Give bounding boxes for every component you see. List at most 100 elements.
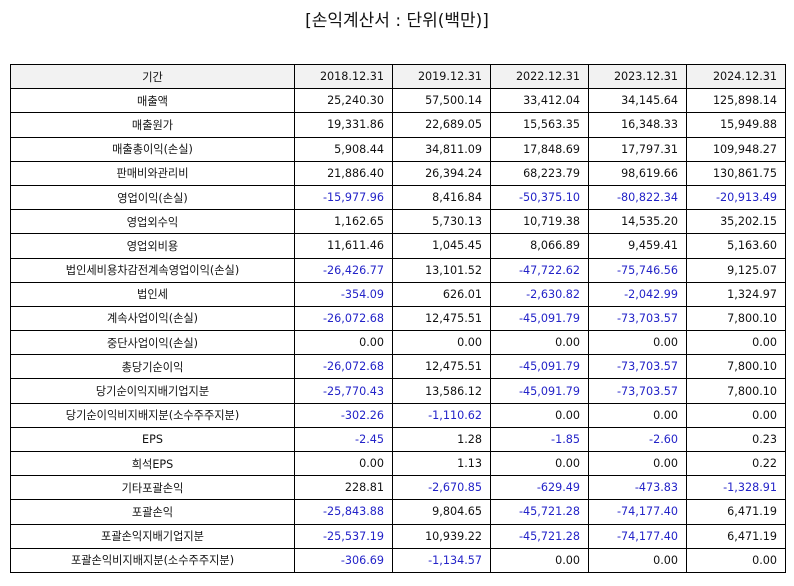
table-row: 기타포괄손익 228.81 -2,670.85 -629.49 -473.83 -1,32… [10,475,786,501]
cell-value: 0.00 [490,547,589,573]
cell-value: -15,977.96 [294,184,393,211]
cell-value: -25,770.43 [294,378,393,404]
page-title: [손익계산서 : 단위(백만)] [305,11,489,31]
cell-value: 12,475.51 [392,354,491,380]
row-label: 포괄손익비지배지분(소수주주지분) [10,547,295,573]
cell-value: 0.00 [686,547,786,573]
cell-value: 10,719.38 [490,209,589,235]
header-period: 기간 [10,63,295,90]
cell-value: 7,800.10 [686,305,786,332]
cell-value: 13,586.12 [392,378,491,404]
cell-value: -25,537.19 [294,523,393,549]
table-row: EPS -2.45 1.28 -1.85 -2.60 0.23 [10,426,786,453]
cell-value: -75,746.56 [588,257,687,283]
table-row: 계속사업이익(손실) -26,072.68 12,475.51 -45,091.79-… [10,305,786,332]
cell-value: -302.26 [294,402,393,428]
cell-value: 6,471.19 [686,499,786,525]
table-row: 영업외비용 11,611.46 1,045.45 8,066.89 9,459.41 5,… [10,233,786,259]
table-row: 포괄손익지배기업지분 -25,537.19 10,939.22 -45,721.28-… [10,523,786,549]
cell-value: -473.83 [588,475,687,501]
cell-value: 1,045.45 [392,233,491,259]
cell-value: 0.00 [588,402,687,428]
cell-value: 0.23 [686,426,786,453]
cell-value: -26,072.68 [294,305,393,332]
table-row: 총당기순이익 -26,072.68 12,475.51 -45,091.79 -73,7… [10,354,786,380]
cell-value: -629.49 [490,475,589,501]
header-date: 2019.12.31 [392,63,491,90]
table-row: 당기순이익비지배지분(소수주주지분) -302.26 -1,110.62 0.00 0.… [10,402,786,428]
cell-value: 0.00 [294,330,393,356]
cell-value: 19,331.86 [294,112,393,138]
cell-value: 35,202.15 [686,209,786,235]
table-row: 매출총이익(손실) 5,908.44 34,811.09 17,848.69 17,79… [10,136,786,162]
cell-value: 33,412.04 [490,88,589,114]
cell-value: 34,811.09 [392,136,491,162]
cell-value: -73,703.57 [588,354,687,380]
row-label: 포괄손익 [10,499,295,525]
row-label: 매출총이익(손실) [10,136,295,162]
row-label: 영업외수익 [10,209,295,235]
table-row: 법인세 -354.09 626.01 -2,630.82 -2,042.99 1,324.… [10,281,786,307]
income-statement-table: 기간 2018.12.31 2019.12.31 2022.12.31 2023… [10,63,786,573]
header-date: 2023.12.31 [588,63,687,90]
cell-value: 9,459.41 [588,233,687,259]
cell-value: 16,348.33 [588,112,687,138]
cell-value: -47,722.62 [490,257,589,283]
cell-value: -1.85 [490,426,589,453]
row-label: 영업이익(손실) [10,184,295,211]
row-label: 중단사업이익(손실) [10,330,295,356]
cell-value: 15,563.35 [490,112,589,138]
cell-value: 0.00 [686,402,786,428]
row-label: 매출액 [10,88,295,114]
row-label: 법인세 [10,281,295,307]
cell-value: 57,500.14 [392,88,491,114]
cell-value: 12,475.51 [392,305,491,332]
cell-value: 98,619.66 [588,160,687,186]
cell-value: 7,800.10 [686,354,786,380]
table-row: 당기순이익지배기업지분 -25,770.43 13,586.12 -45,091.79… [10,378,786,404]
cell-value: 130,861.75 [686,160,786,186]
cell-value: 0.00 [294,450,393,477]
row-label: 판매비와관리비 [10,160,295,186]
cell-value: -2.45 [294,426,393,453]
cell-value: -25,843.88 [294,499,393,525]
cell-value: 25,240.30 [294,88,393,114]
cell-value: 5,908.44 [294,136,393,162]
row-label: 계속사업이익(손실) [10,305,295,332]
row-label: 매출원가 [10,112,295,138]
table-row: 매출액 25,240.30 57,500.14 33,412.04 34,145.64 1… [10,88,786,114]
cell-value: 1.13 [392,450,491,477]
cell-value: -80,822.34 [588,184,687,211]
cell-value: 228.81 [294,475,393,501]
cell-value: 8,416.84 [392,184,491,211]
row-label: 영업외비용 [10,233,295,259]
cell-value: 7,800.10 [686,378,786,404]
cell-value: 0.00 [392,330,491,356]
row-label: EPS [10,426,295,453]
cell-value: -45,091.79 [490,305,589,332]
cell-value: -354.09 [294,281,393,307]
table-header-row: 기간 2018.12.31 2019.12.31 2022.12.31 2023… [10,63,786,90]
cell-value: 8,066.89 [490,233,589,259]
cell-value: 6,471.19 [686,523,786,549]
cell-value: 109,948.27 [686,136,786,162]
cell-value: -306.69 [294,547,393,573]
cell-value: 125,898.14 [686,88,786,114]
cell-value: -2,670.85 [392,475,491,501]
row-label: 희석EPS [10,450,295,477]
table-row: 포괄손익 -25,843.88 9,804.65 -45,721.28 -74,177.… [10,499,786,525]
cell-value: 10,939.22 [392,523,491,549]
cell-value: 0.00 [490,330,589,356]
cell-value: 68,223.79 [490,160,589,186]
cell-value: 21,886.40 [294,160,393,186]
table-row: 판매비와관리비 21,886.40 26,394.24 68,223.79 98,619… [10,160,786,186]
row-label: 포괄손익지배기업지분 [10,523,295,549]
cell-value: 14,535.20 [588,209,687,235]
cell-value: 9,804.65 [392,499,491,525]
table-row: 포괄손익비지배지분(소수주주지분) -306.69 -1,134.57 0.00 0.0… [10,547,786,573]
header-date: 2024.12.31 [686,63,786,90]
cell-value: 17,797.31 [588,136,687,162]
row-label: 기타포괄손익 [10,475,295,501]
cell-value: 0.00 [588,450,687,477]
cell-value: -45,091.79 [490,354,589,380]
